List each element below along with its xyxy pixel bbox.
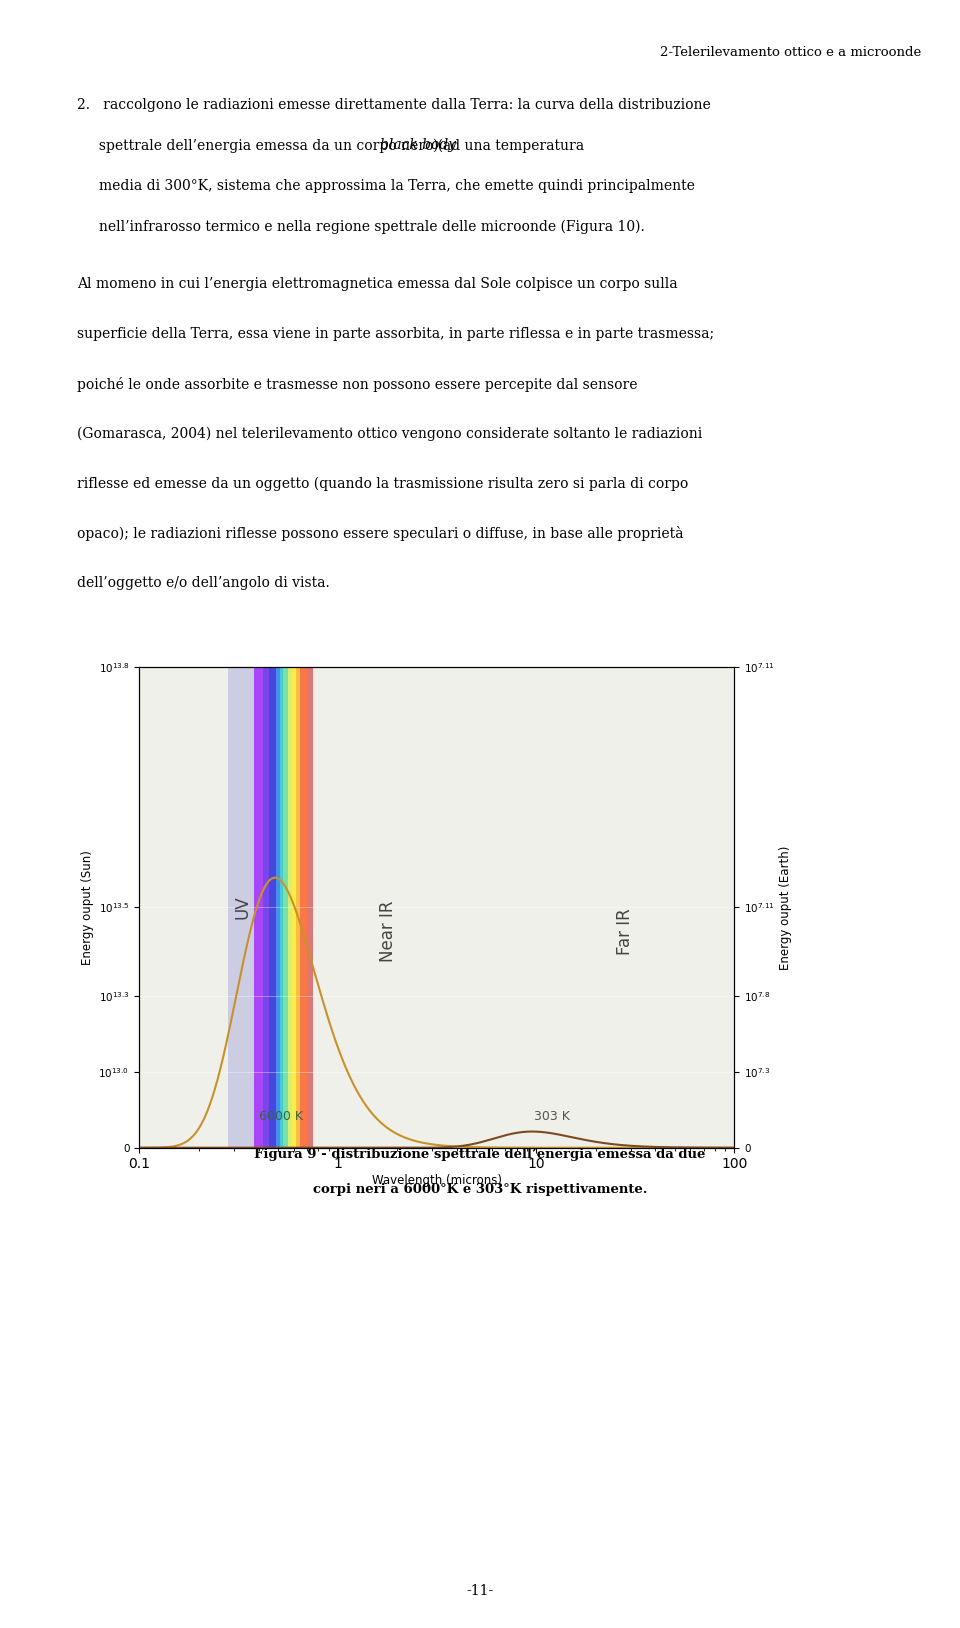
Text: 2.   raccolgono le radiazioni emesse direttamente dalla Terra: la curva della di: 2. raccolgono le radiazioni emesse diret… <box>77 98 710 112</box>
Text: Figura 9 - distribuzione spettrale dell’energia emessa da due: Figura 9 - distribuzione spettrale dell’… <box>254 1148 706 1161</box>
Bar <box>292 667 297 1148</box>
Text: dell’oggetto e/o dell’angolo di vista.: dell’oggetto e/o dell’angolo di vista. <box>77 576 329 591</box>
Text: riflesse ed emesse da un oggetto (quando la trasmissione risulta zero si parla d: riflesse ed emesse da un oggetto (quando… <box>77 477 688 492</box>
Bar <box>300 667 307 1148</box>
Text: Al momeno in cui l’energia elettromagnetica emessa dal Sole colpisce un corpo su: Al momeno in cui l’energia elettromagnet… <box>77 277 678 291</box>
Text: ) ad una temperatura: ) ad una temperatura <box>433 138 585 153</box>
Text: superficie della Terra, essa viene in parte assorbita, in parte riflessa e in pa: superficie della Terra, essa viene in pa… <box>77 327 714 340</box>
Bar <box>307 667 313 1148</box>
Text: nell’infrarosso termico e nella regione spettrale delle microonde (Figura 10).: nell’infrarosso termico e nella regione … <box>77 220 644 234</box>
Text: black body: black body <box>380 138 456 153</box>
Bar <box>263 667 269 1148</box>
Bar <box>269 667 276 1148</box>
Y-axis label: Energy ouput (Earth): Energy ouput (Earth) <box>780 845 792 970</box>
Text: 2-Telerilevamento ottico e a microonde: 2-Telerilevamento ottico e a microonde <box>660 47 922 59</box>
Bar <box>288 667 292 1148</box>
Text: 6000 K: 6000 K <box>259 1110 303 1123</box>
Text: media di 300°K, sistema che approssima la Terra, che emette quindi principalment: media di 300°K, sistema che approssima l… <box>77 179 695 194</box>
Text: opaco); le radiazioni riflesse possono essere speculari o diffuse, in base alle : opaco); le radiazioni riflesse possono e… <box>77 526 684 542</box>
Text: spettrale dell’energia emessa da un corpo nero (: spettrale dell’energia emessa da un corp… <box>77 138 443 153</box>
X-axis label: Wavelength (microns): Wavelength (microns) <box>372 1174 502 1187</box>
Text: 303 K: 303 K <box>534 1110 569 1123</box>
Text: corpi neri a 6000°K e 303°K rispettivamente.: corpi neri a 6000°K e 303°K rispettivame… <box>313 1184 647 1197</box>
Text: UV: UV <box>233 895 252 920</box>
Bar <box>276 667 279 1148</box>
Text: Far IR: Far IR <box>615 908 634 956</box>
Bar <box>283 667 288 1148</box>
Text: Near IR: Near IR <box>379 900 397 962</box>
Bar <box>228 667 254 1148</box>
Bar <box>254 667 263 1148</box>
Bar <box>279 667 283 1148</box>
Text: -11-: -11- <box>467 1584 493 1599</box>
Text: poiché le onde assorbite e trasmesse non possono essere percepite dal sensore: poiché le onde assorbite e trasmesse non… <box>77 376 637 392</box>
Text: (Gomarasca, 2004) nel telerilevamento ottico vengono considerate soltanto le rad: (Gomarasca, 2004) nel telerilevamento ot… <box>77 427 702 441</box>
Y-axis label: Energy ouput (Sun): Energy ouput (Sun) <box>82 850 94 965</box>
Bar <box>297 667 300 1148</box>
